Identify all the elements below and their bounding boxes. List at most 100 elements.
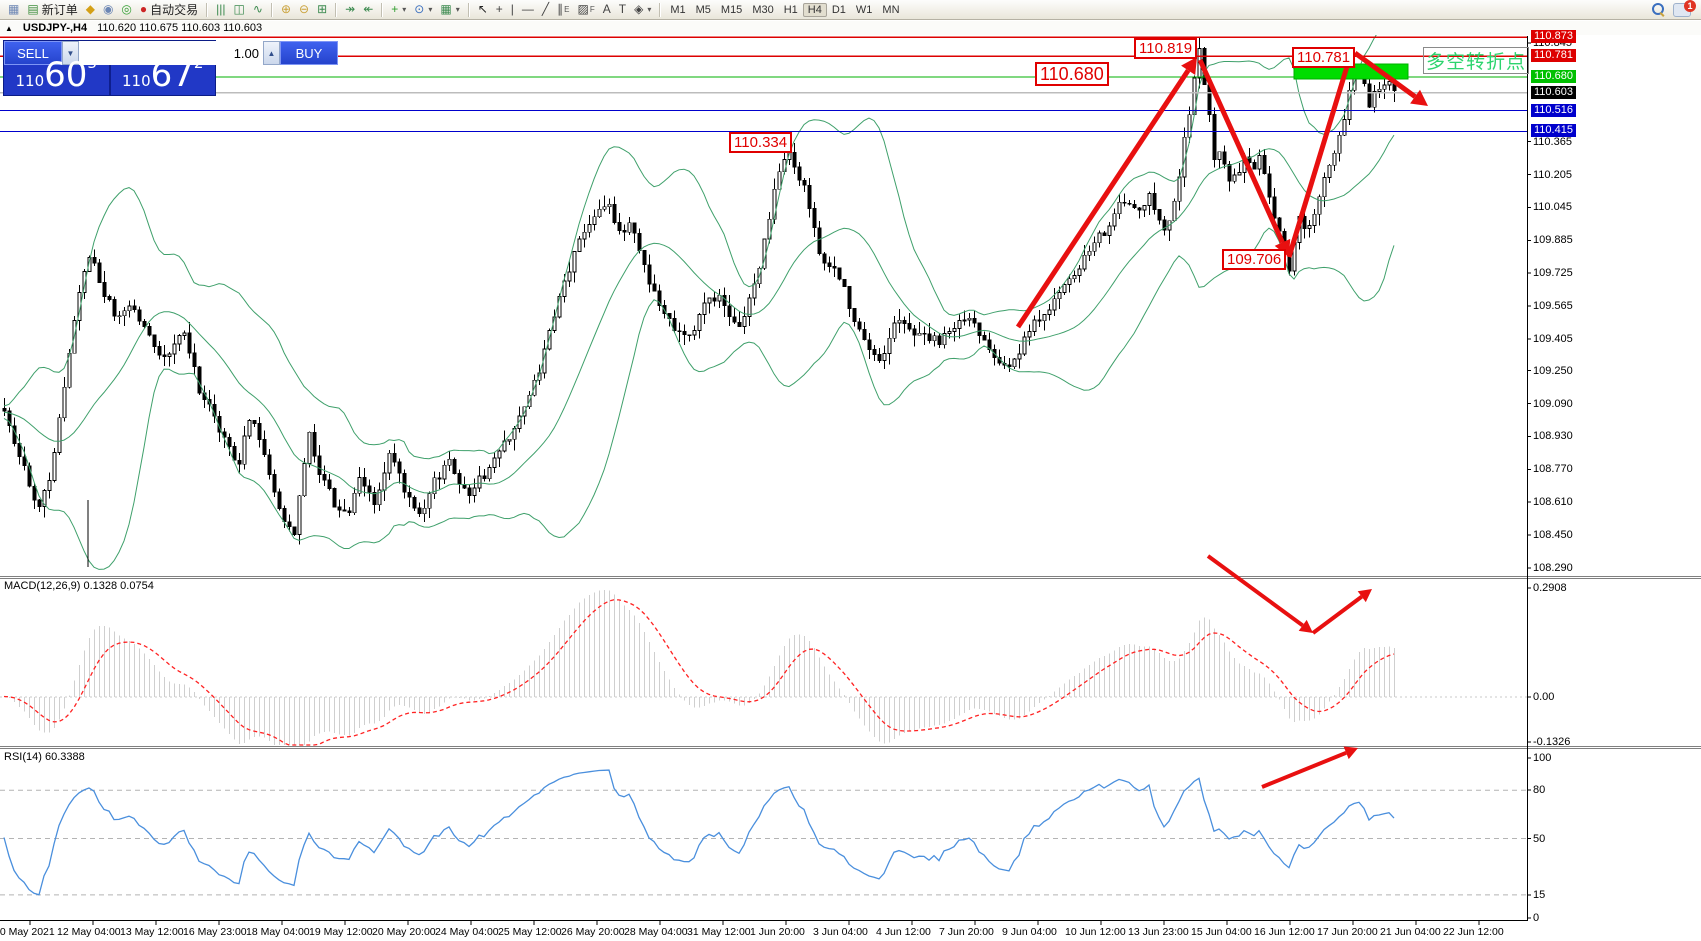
note-box[interactable]: 多空转折点 [1423, 47, 1529, 74]
volume-increase-button[interactable]: ▲ [263, 41, 280, 65]
toolbar: ▦ ▤ 新订单 ◆ ◉ ◎ ● 自动交易 ||| ◫ ∿ ⊕ ⊖ ⊞ ↠ ↞ + ▾ ⊙ ▾ ▦ ▾ ↖ + | — ╱ ∥ E ▨ F A T… [0, 0, 1701, 20]
horizontal-line-icon: — [521, 2, 534, 16]
vertical-line-icon[interactable]: | [507, 1, 518, 18]
trend-arrows[interactable] [1015, 50, 1428, 789]
arrows-icon-dropdown[interactable]: ▾ [647, 5, 652, 14]
search-lens [1652, 3, 1664, 15]
volume-input[interactable] [79, 41, 263, 65]
autotrading-button-label: 自动交易 [150, 3, 199, 17]
text-label-icon[interactable]: T [615, 1, 630, 18]
timeframe-m5-button[interactable]: M5 [695, 3, 711, 16]
toolbar-separator [270, 2, 273, 17]
toolbar-separator [381, 2, 384, 17]
crosshair-icon: + [495, 2, 503, 16]
macd-histogram [0, 590, 1527, 745]
toolbar-right: 1 [1652, 0, 1697, 17]
periods-icon-dropdown[interactable]: ▾ [428, 5, 433, 14]
notification-badge: 1 [1684, 0, 1696, 12]
note-text: 多空转折点 [1425, 52, 1526, 73]
volume-control: ▼ ▲ [62, 41, 280, 65]
chart-shift-icon: ↞ [363, 2, 374, 16]
timeframe-d1-button[interactable]: D1 [831, 3, 846, 16]
line-chart-icon[interactable]: ∿ [249, 1, 267, 18]
equidistant-channel-icon[interactable]: ∥ E [553, 1, 573, 18]
timeframe-m1-button[interactable]: M1 [670, 3, 686, 16]
request-icon: ◉ [102, 2, 114, 16]
toolbar-separator [659, 2, 662, 17]
zoom-out-icon: ⊖ [299, 2, 310, 16]
toolbar-separator [206, 2, 209, 17]
templates-icon-dropdown[interactable]: ▾ [455, 5, 460, 14]
bar-chart-icon[interactable]: ||| [212, 1, 229, 18]
text-icon[interactable]: A [599, 1, 615, 18]
fibonacci-icon-sub: F [589, 5, 595, 14]
templates-icon[interactable]: ▦ ▾ [436, 1, 463, 18]
buy-price: 110672 [122, 54, 204, 95]
trade-panel-controls: SELL ▼ ▲ BUY [4, 41, 338, 65]
new-order-button: ▤ [27, 2, 39, 16]
macd-signal-line [3, 599, 1395, 746]
zoom-out-icon[interactable]: ⊖ [295, 1, 313, 18]
new-chart-icon[interactable]: ▦ [4, 1, 23, 18]
auto-scroll-icon[interactable]: ↠ [341, 1, 359, 18]
candlestick-chart-icon[interactable]: ◫ [230, 1, 249, 18]
symbol-quotes: 110.620 110.675 110.603 110.603 [97, 22, 263, 34]
templates-icon: ▦ [440, 2, 452, 16]
zoom-in-icon: ⊕ [280, 2, 291, 16]
arrows-icon: ◈ [634, 2, 644, 16]
signals-icon[interactable]: ◎ [117, 1, 135, 18]
trendline-icon[interactable]: ╱ [538, 1, 553, 18]
one-click-trading-panel: SELL ▼ ▲ BUY 110603 110672 [3, 40, 338, 96]
horizontal-line-icon[interactable]: — [518, 1, 538, 18]
eraser-icon: ◆ [85, 2, 95, 16]
collapse-arrow-icon[interactable]: ▲ [5, 23, 13, 33]
volume-decrease-button[interactable]: ▼ [62, 41, 79, 65]
request-icon[interactable]: ◉ [99, 1, 117, 18]
arrows-icon[interactable]: ◈ ▾ [630, 1, 655, 18]
autotrading-button: ● [139, 2, 148, 16]
fibonacci-icon[interactable]: ▨ F [574, 1, 599, 18]
price-divider [108, 65, 111, 95]
bar-chart-icon: ||| [216, 2, 226, 16]
equidistant-channel-icon-sub: E [564, 5, 570, 14]
sell-button[interactable]: SELL [4, 41, 62, 65]
notifications-icon[interactable]: 1 [1673, 0, 1696, 17]
bollinger-bands [3, 24, 1395, 570]
candlestick-chart-icon: ◫ [233, 2, 245, 16]
periods-icon[interactable]: ⊙ ▾ [410, 1, 436, 18]
signals-icon: ◎ [121, 2, 132, 16]
timeframe-m30-button[interactable]: M30 [752, 3, 774, 16]
new-order-button-label: 新订单 [41, 3, 78, 17]
crosshair-icon[interactable]: + [492, 1, 507, 18]
autotrading-button[interactable]: ● 自动交易 [136, 1, 202, 18]
search-handle [1659, 12, 1665, 17]
tile-windows-icon[interactable]: ⊞ [313, 1, 331, 18]
fibonacci-icon: ▨ [577, 2, 589, 16]
tile-windows-icon: ⊞ [317, 2, 328, 16]
new-order-button[interactable]: ▤ 新订单 [23, 1, 81, 18]
buy-button[interactable]: BUY [280, 41, 338, 65]
vertical-line-icon: | [510, 2, 514, 16]
cursor-icon[interactable]: ↖ [474, 1, 492, 18]
text-label-icon: T [618, 2, 627, 16]
search-icon[interactable] [1652, 3, 1665, 17]
indicators-add-icon-dropdown[interactable]: ▾ [402, 5, 407, 14]
indicators-add-icon[interactable]: + ▾ [387, 1, 410, 18]
timeframe-w1-button[interactable]: W1 [855, 3, 873, 16]
auto-scroll-icon: ↠ [345, 2, 356, 16]
trendline-icon: ╱ [541, 2, 550, 16]
equidistant-channel-icon: ∥ [557, 2, 564, 16]
zoom-in-icon[interactable]: ⊕ [277, 1, 295, 18]
candles-group [2, 38, 1397, 545]
timeframe-h4-button[interactable]: H4 [802, 2, 827, 17]
timeframe-m15-button[interactable]: M15 [720, 3, 743, 16]
timeframe-h1-button[interactable]: H1 [783, 3, 798, 16]
timeframe-mn-button[interactable]: MN [882, 3, 900, 16]
eraser-icon[interactable]: ◆ [82, 1, 99, 18]
trade-panel-prices: 110603 110672 [4, 54, 215, 95]
cursor-icon: ↖ [477, 2, 488, 16]
chart-shift-icon[interactable]: ↞ [359, 1, 377, 18]
text-icon: A [602, 2, 611, 16]
